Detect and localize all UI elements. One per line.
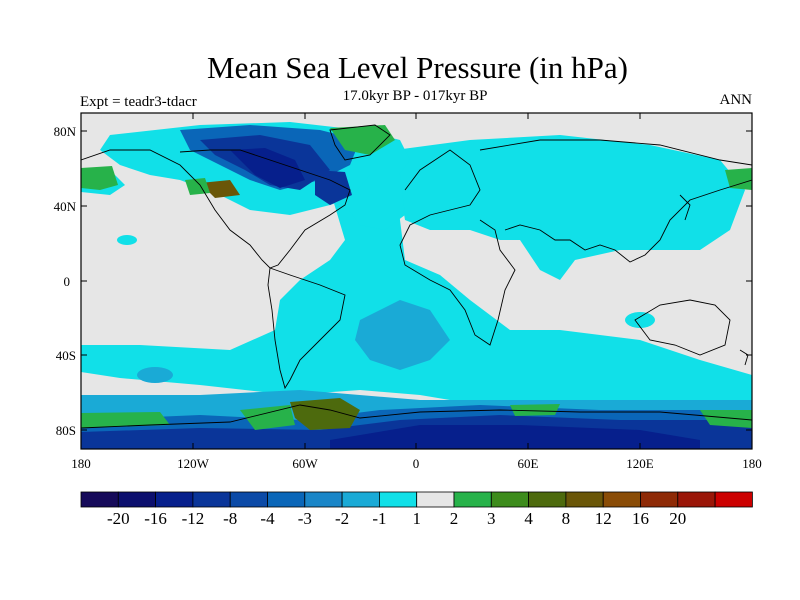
colorbar-box <box>528 491 567 508</box>
colorbar-box <box>677 491 716 508</box>
coastlines <box>81 124 752 429</box>
arctic-navy-region <box>230 148 305 188</box>
colorbar-label: 16 <box>632 509 649 528</box>
colorbar-label: -16 <box>144 509 167 528</box>
colorbar-label: 2 <box>450 509 459 528</box>
colorbar-label: 12 <box>595 509 612 528</box>
colorbar-label: 20 <box>669 509 686 528</box>
map-subtitle: 17.0kyr BP - 017kyr BP <box>342 88 488 104</box>
colorbar-label: -2 <box>335 509 349 528</box>
lat-label-0: 0 <box>64 274 71 289</box>
south-atlantic-midcyan-region <box>355 300 450 370</box>
colorbar-box <box>304 491 343 508</box>
lat-label-80s: 80S <box>56 423 76 438</box>
lat-tick-marks <box>81 130 752 431</box>
colorbar-boxes <box>80 491 753 508</box>
south-america-coastline <box>267 267 346 390</box>
lat-label-40n: 40N <box>54 199 77 214</box>
lon-label-0: 0 <box>413 456 420 471</box>
antarctic-navy-region <box>330 425 700 449</box>
east-pacific-green-patch <box>725 168 752 190</box>
colorbar-box <box>155 491 194 508</box>
colorbar-labels: -20 -16 -12 -8 -4 -3 -2 -1 1 2 3 4 8 12 … <box>107 509 686 528</box>
colorbar-label: -12 <box>182 509 205 528</box>
japan-coastline <box>679 194 691 221</box>
lon-label-60e: 60E <box>518 456 539 471</box>
north-atlantic-cyan-region <box>345 175 405 230</box>
colorbar-box <box>267 491 306 508</box>
hudson-deep-blue-region <box>315 170 352 205</box>
colorbar-label: -4 <box>260 509 275 528</box>
greenland-green-patch <box>330 125 395 155</box>
eurasia-cyan-region <box>395 135 745 280</box>
colorbar: -20 -16 -12 -8 -4 -3 -2 -1 1 2 3 4 8 12 … <box>80 491 753 528</box>
antarctic-coastal-green-patch <box>510 404 560 416</box>
east-antarctic-green-patch <box>700 410 752 428</box>
australia-cyan-patch <box>625 312 655 328</box>
colorbar-box <box>565 491 604 508</box>
colorbar-box <box>80 491 119 508</box>
colorbar-box <box>453 491 492 508</box>
north-america-coastline <box>81 149 351 269</box>
pacific-cyan-patch <box>117 235 137 245</box>
colorbar-box <box>117 491 157 508</box>
antarctic-peninsula-green-patch <box>240 405 295 430</box>
colorbar-box <box>714 491 753 508</box>
experiment-label: Expt = teadr3-tdacr <box>80 94 197 110</box>
asia-coastline <box>479 139 752 263</box>
colorbar-label: -1 <box>372 509 386 528</box>
lon-label-60w: 60W <box>292 456 318 471</box>
australia-coastline <box>634 299 731 356</box>
colorbar-box <box>229 491 268 508</box>
colorbar-box <box>378 491 418 508</box>
season-label: ANN <box>719 92 753 108</box>
lat-label-40s: 40S <box>56 348 76 363</box>
colorbar-box <box>602 491 641 508</box>
colorbar-box <box>640 491 679 508</box>
colorbar-box <box>416 491 455 508</box>
north-america-brown-patch <box>200 180 240 198</box>
lat-label-80n: 80N <box>54 124 77 139</box>
colorbar-label: -3 <box>298 509 312 528</box>
europe-africa-coastline <box>399 149 516 346</box>
lon-label-180e: 180 <box>742 456 762 471</box>
colorbar-label: 1 <box>412 509 421 528</box>
colorbar-label: 3 <box>487 509 496 528</box>
colorbar-box <box>192 491 231 508</box>
colorbar-label: -20 <box>107 509 130 528</box>
colorbar-box <box>341 491 380 508</box>
colorbar-label: 8 <box>562 509 571 528</box>
colorbar-label: -8 <box>223 509 237 528</box>
lon-tick-marks <box>80 113 753 449</box>
lon-label-120w: 120W <box>177 456 210 471</box>
antarctica-coastline <box>81 404 752 429</box>
colorbar-box <box>490 491 529 508</box>
lon-label-180w: 180 <box>71 456 91 471</box>
south-pacific-midcyan-patch <box>137 367 173 383</box>
west-pacific-green-patch <box>81 166 118 190</box>
ross-sea-green-patch <box>81 412 170 428</box>
map-field <box>81 113 752 449</box>
atlantic-southern-cyan-region <box>81 170 752 410</box>
greenland-coastline <box>329 124 391 161</box>
lon-label-120e: 120E <box>626 456 654 471</box>
colorbar-label: 4 <box>524 509 533 528</box>
map-title: Mean Sea Level Pressure (in hPa) <box>207 50 628 85</box>
